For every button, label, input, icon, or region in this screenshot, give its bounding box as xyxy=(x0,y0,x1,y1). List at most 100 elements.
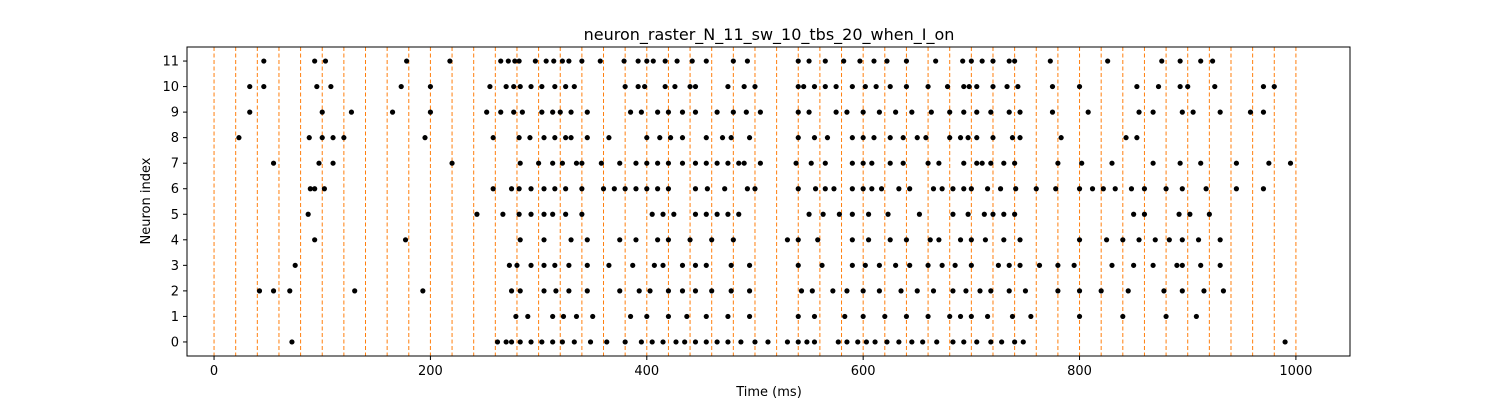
spike-n8-17 xyxy=(667,135,674,141)
spike-n7-36 xyxy=(979,160,985,166)
spike-n3-18 xyxy=(819,262,825,268)
spike-n7-17 xyxy=(692,160,699,166)
spike-n11-23 xyxy=(703,58,709,64)
spike-n3-1 xyxy=(506,262,512,268)
spike-n9-4 xyxy=(427,109,434,115)
spike-n0-2 xyxy=(503,339,509,345)
spike-n8-21 xyxy=(728,135,734,141)
spike-n9-19 xyxy=(692,109,699,115)
spike-n4-23 xyxy=(968,237,974,243)
spike-n5-24 xyxy=(950,211,956,217)
spike-n3-30 xyxy=(1017,262,1023,268)
spike-n10-9 xyxy=(517,83,523,90)
spike-n0-5 xyxy=(528,339,534,345)
spike-n5-4 xyxy=(528,211,534,217)
spike-n0-6 xyxy=(539,339,545,345)
spike-n11-14 xyxy=(579,58,585,64)
spike-n2-15 xyxy=(679,288,686,294)
spike-n0-37 xyxy=(920,339,926,345)
spike-n0-21 xyxy=(725,339,731,345)
spike-n9-25 xyxy=(806,109,812,115)
spike-n9-7 xyxy=(511,109,517,115)
spike-n2-3 xyxy=(352,288,358,294)
spike-n5-18 xyxy=(820,211,826,217)
vlines-layer xyxy=(213,47,1297,356)
spike-n3-21 xyxy=(876,262,882,268)
spike-n11-46 xyxy=(1210,58,1216,64)
spike-n0-30 xyxy=(844,339,850,345)
spike-n1-4 xyxy=(573,313,580,320)
y-tick-label: 5 xyxy=(171,208,179,223)
spike-n11-41 xyxy=(1047,58,1053,64)
spike-n0-39 xyxy=(950,339,956,345)
spike-n4-22 xyxy=(957,237,964,243)
spike-n0-32 xyxy=(863,339,870,345)
spike-n11-4 xyxy=(447,58,453,64)
spike-n4-18 xyxy=(887,237,893,243)
spike-n10-18 xyxy=(662,83,668,90)
spike-n8-28 xyxy=(871,135,877,141)
y-tick-label: 8 xyxy=(171,131,179,146)
spike-n1-28 xyxy=(1163,313,1169,320)
spike-n2-38 xyxy=(1125,288,1131,294)
plot-frame xyxy=(186,46,1351,357)
spike-n3-0 xyxy=(292,262,298,268)
spike-n8-5 xyxy=(422,135,428,141)
spike-n10-1 xyxy=(261,83,267,90)
spike-n9-30 xyxy=(893,109,899,115)
spike-n9-27 xyxy=(844,109,850,115)
spike-n4-17 xyxy=(865,237,872,243)
spike-n8-4 xyxy=(341,135,347,141)
y-tick-label: 2 xyxy=(171,284,179,299)
spike-n10-10 xyxy=(528,83,534,90)
spike-n6-26 xyxy=(831,186,837,192)
spike-n3-8 xyxy=(606,262,612,268)
spike-n7-41 xyxy=(1079,160,1085,166)
spike-n10-50 xyxy=(1260,83,1267,90)
spike-n4-6 xyxy=(617,237,623,243)
spike-n5-8 xyxy=(579,211,585,217)
spike-n7-45 xyxy=(1198,160,1204,166)
spike-n3-3 xyxy=(528,262,534,268)
spike-n3-26 xyxy=(952,262,958,268)
spike-n6-2 xyxy=(321,186,327,192)
spike-n4-34 xyxy=(1195,237,1202,243)
spike-n2-31 xyxy=(977,288,983,294)
spike-n0-17 xyxy=(682,339,688,345)
spike-n0-35 xyxy=(896,339,902,345)
spike-n4-0 xyxy=(312,237,318,243)
spike-n6-18 xyxy=(692,186,699,192)
spike-n8-30 xyxy=(900,135,906,141)
spike-n0-7 xyxy=(550,339,556,345)
spike-n2-16 xyxy=(692,288,699,294)
spike-n10-31 xyxy=(862,83,868,90)
spike-n7-13 xyxy=(644,160,650,166)
spike-n1-12 xyxy=(746,313,753,320)
spike-n0-16 xyxy=(673,339,679,345)
spike-n4-21 xyxy=(936,237,942,243)
spike-n10-24 xyxy=(752,83,758,90)
spike-n10-48 xyxy=(1185,83,1191,90)
spike-n10-28 xyxy=(822,83,828,90)
spike-n6-11 xyxy=(600,186,607,192)
spike-n7-35 xyxy=(974,160,980,166)
spike-n6-42 xyxy=(1053,186,1059,192)
spike-n8-37 xyxy=(990,135,996,141)
spike-n5-26 xyxy=(981,211,987,217)
spike-n0-43 xyxy=(999,339,1005,345)
chart-title: neuron_raster_N_11_sw_10_tbs_20_when_I_o… xyxy=(584,25,955,45)
spike-n8-16 xyxy=(657,135,663,141)
spike-n10-4 xyxy=(398,83,404,90)
spike-n7-10 xyxy=(598,160,604,166)
spike-n11-44 xyxy=(1177,58,1183,64)
spike-n6-35 xyxy=(950,186,956,192)
spike-n1-21 xyxy=(957,313,964,320)
spike-n3-12 xyxy=(679,262,686,268)
spike-n9-39 xyxy=(1049,109,1056,115)
spike-n8-33 xyxy=(947,135,953,141)
spike-n10-6 xyxy=(487,83,493,90)
spike-n4-10 xyxy=(687,237,693,243)
spike-n2-10 xyxy=(584,288,590,294)
spike-n8-11 xyxy=(563,135,569,141)
spike-n9-40 xyxy=(1085,109,1091,115)
